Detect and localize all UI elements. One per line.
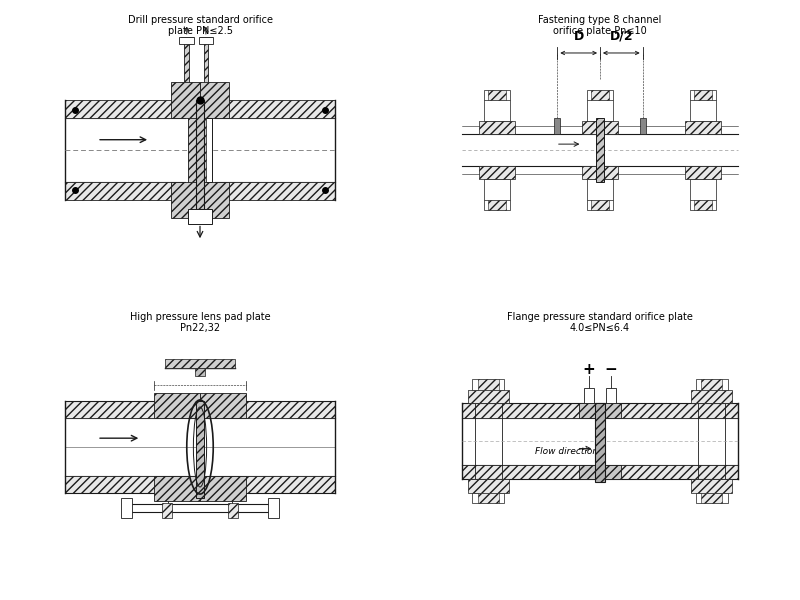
Bar [203, 38, 208, 82]
Bar [606, 388, 616, 403]
Bar [591, 90, 609, 100]
Bar [198, 118, 206, 182]
Bar [154, 476, 200, 502]
Bar [479, 121, 514, 134]
FancyBboxPatch shape [446, 0, 754, 304]
Bar [702, 493, 722, 503]
Bar [468, 389, 509, 403]
Bar [702, 379, 722, 389]
Bar [584, 388, 594, 403]
Bar [200, 82, 230, 118]
Bar [694, 200, 712, 210]
Bar [170, 182, 200, 218]
Bar [462, 403, 738, 418]
Bar [582, 121, 618, 134]
Bar [65, 182, 177, 200]
Bar [595, 118, 605, 182]
Bar [640, 118, 646, 134]
Bar [484, 90, 510, 100]
Text: High pressure lens pad plate
Pn22,32: High pressure lens pad plate Pn22,32 [130, 312, 270, 334]
Bar [478, 493, 498, 503]
Bar [179, 37, 194, 44]
Bar [479, 166, 514, 179]
Bar [194, 368, 206, 376]
Bar [65, 401, 335, 418]
Text: −: − [605, 362, 618, 377]
Bar [165, 359, 235, 368]
Bar [594, 403, 606, 482]
FancyBboxPatch shape [446, 293, 754, 600]
Bar [488, 200, 506, 210]
Bar [586, 200, 614, 210]
Bar [170, 82, 200, 118]
Bar [268, 499, 279, 518]
Bar [488, 90, 506, 100]
Text: D: D [574, 29, 584, 43]
Bar [462, 464, 738, 479]
Bar [200, 392, 246, 418]
Bar [121, 499, 132, 518]
Bar [690, 90, 716, 100]
Bar [554, 118, 560, 134]
Bar [200, 476, 246, 502]
Bar [591, 200, 609, 210]
Bar [686, 121, 721, 134]
Bar [65, 100, 177, 118]
Bar [691, 389, 732, 403]
Bar [695, 493, 728, 503]
Bar [203, 38, 208, 82]
Bar [478, 379, 498, 389]
Bar [188, 209, 212, 223]
Text: +: + [582, 362, 595, 377]
Bar [579, 403, 621, 418]
Bar [195, 100, 205, 209]
Bar [200, 182, 230, 218]
Bar [484, 200, 510, 210]
Bar [223, 182, 335, 200]
Bar [185, 38, 189, 82]
Bar [468, 479, 509, 493]
Bar [223, 100, 335, 118]
Bar [185, 38, 189, 82]
Text: Flange pressure standard orifice plate
4.0≤PN≤6.4: Flange pressure standard orifice plate 4… [507, 312, 693, 334]
Bar [691, 479, 732, 493]
Bar [686, 166, 721, 179]
Bar [690, 200, 716, 210]
Bar [695, 379, 728, 389]
Text: Flow direction: Flow direction [535, 447, 598, 456]
Bar [188, 118, 212, 182]
FancyBboxPatch shape [46, 0, 354, 304]
Bar [472, 493, 505, 503]
Bar [196, 401, 204, 499]
Bar [586, 90, 614, 100]
FancyBboxPatch shape [46, 293, 354, 600]
Bar [694, 90, 712, 100]
Bar [188, 118, 195, 182]
Bar [228, 503, 238, 518]
Bar [579, 464, 621, 479]
Bar [154, 392, 200, 418]
Text: D/2: D/2 [610, 29, 633, 43]
Text: Drill pressure standard orifice
plate PN≤2.5: Drill pressure standard orifice plate PN… [127, 15, 273, 37]
Bar [162, 503, 172, 518]
Bar [198, 37, 214, 44]
Text: Fastening type 8 channel
orifice plate Pn≤10: Fastening type 8 channel orifice plate P… [538, 15, 662, 37]
Bar [582, 166, 618, 179]
Bar [472, 379, 505, 389]
Bar [65, 476, 335, 493]
